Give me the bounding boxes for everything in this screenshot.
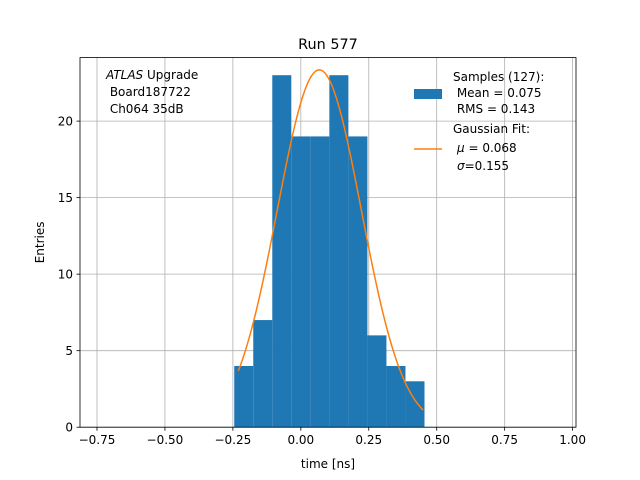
axis-ticks: −0.75 −0.50 −0.25 0.00 0.25 0.50 0.75 1.00 0 5 10 1… [58,114,586,447]
upgrade-label: Upgrade [143,68,198,82]
x-tick-label: −0.25 [214,433,251,447]
legend-fit-sigma-symbol: σ [457,159,465,173]
legend-hist-title: Samples (127): [453,70,544,84]
gaussian-fit [237,69,424,411]
atlas-annotation: ATLAS Upgrade Board187722 Ch064 35dB [105,68,198,116]
board-label: Board187722 [106,85,191,99]
histogram-bar [386,365,406,428]
histogram-bar [329,75,349,428]
histogram-bar [291,136,311,428]
histogram-bar [310,136,330,428]
channel-label: Ch064 35dB [106,102,184,116]
x-tick-label: 0.50 [423,433,450,447]
histogram-bar [234,365,254,428]
x-tick-label: −0.75 [79,433,116,447]
axes-frame [79,57,577,428]
x-tick-label: 0.75 [491,433,518,447]
legend-hist-mean: Mean = 0.075 [453,86,542,100]
histogram-bar [367,335,387,428]
legend-fit-mu-symbol: μ [456,141,465,155]
histogram-bar [272,75,292,428]
y-tick-label: 20 [58,114,73,128]
histogram-bar [348,136,368,428]
y-tick-label: 15 [58,191,73,205]
y-tick-label: 10 [58,267,73,281]
x-tick-label: 0.00 [287,433,314,447]
histogram-bar [253,320,273,428]
legend-hist-rms: RMS = 0.143 [453,102,535,116]
x-axis-label: time [ns] [301,457,355,471]
x-tick-label: 0.25 [355,433,382,447]
svg-text:σ=0.155: σ=0.155 [457,159,509,173]
legend-fit-title: Gaussian Fit: [453,122,530,136]
x-tick-label: 1.00 [559,433,586,447]
svg-text:μ = 0.068: μ = 0.068 [456,141,517,155]
legend-hist-swatch [414,89,442,99]
legend: Samples (127): Mean = 0.075 RMS = 0.143 … [414,70,544,173]
legend-fit-mu-value: = 0.068 [465,141,517,155]
legend-fit-sigma-value: =0.155 [465,159,509,173]
y-tick-label: 0 [65,421,73,435]
svg-text:ATLAS Upgrade: ATLAS Upgrade [105,68,198,82]
fit-curve [237,69,424,411]
x-tick-label: −0.50 [147,433,184,447]
atlas-label: ATLAS [105,68,144,82]
y-tick-label: 5 [65,344,73,358]
y-axis-label: Entries [33,222,47,264]
chart-title: Run 577 [298,37,358,53]
